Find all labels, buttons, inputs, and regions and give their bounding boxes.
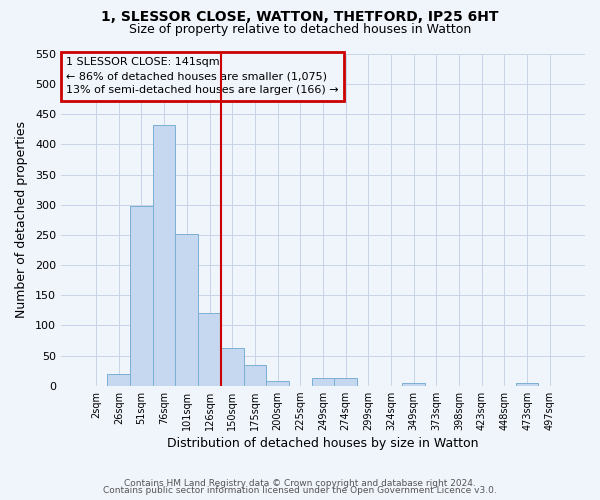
Bar [198,314,221,386]
X-axis label: Distribution of detached houses by size in Watton: Distribution of detached houses by size … [167,437,479,450]
Bar [107,374,130,386]
Text: Contains HM Land Registry data © Crown copyright and database right 2024.: Contains HM Land Registry data © Crown c… [124,478,476,488]
Bar [403,382,425,386]
Bar [311,378,334,386]
Bar [516,382,538,386]
Bar [221,348,244,386]
Bar [334,378,357,386]
Bar [153,125,175,386]
Bar [266,381,289,386]
Y-axis label: Number of detached properties: Number of detached properties [15,122,28,318]
Text: Contains public sector information licensed under the Open Government Licence v3: Contains public sector information licen… [103,486,497,495]
Bar [130,206,153,386]
Text: 1 SLESSOR CLOSE: 141sqm
← 86% of detached houses are smaller (1,075)
13% of semi: 1 SLESSOR CLOSE: 141sqm ← 86% of detache… [66,58,339,96]
Bar [244,364,266,386]
Text: 1, SLESSOR CLOSE, WATTON, THETFORD, IP25 6HT: 1, SLESSOR CLOSE, WATTON, THETFORD, IP25… [101,10,499,24]
Bar [175,234,198,386]
Text: Size of property relative to detached houses in Watton: Size of property relative to detached ho… [129,22,471,36]
